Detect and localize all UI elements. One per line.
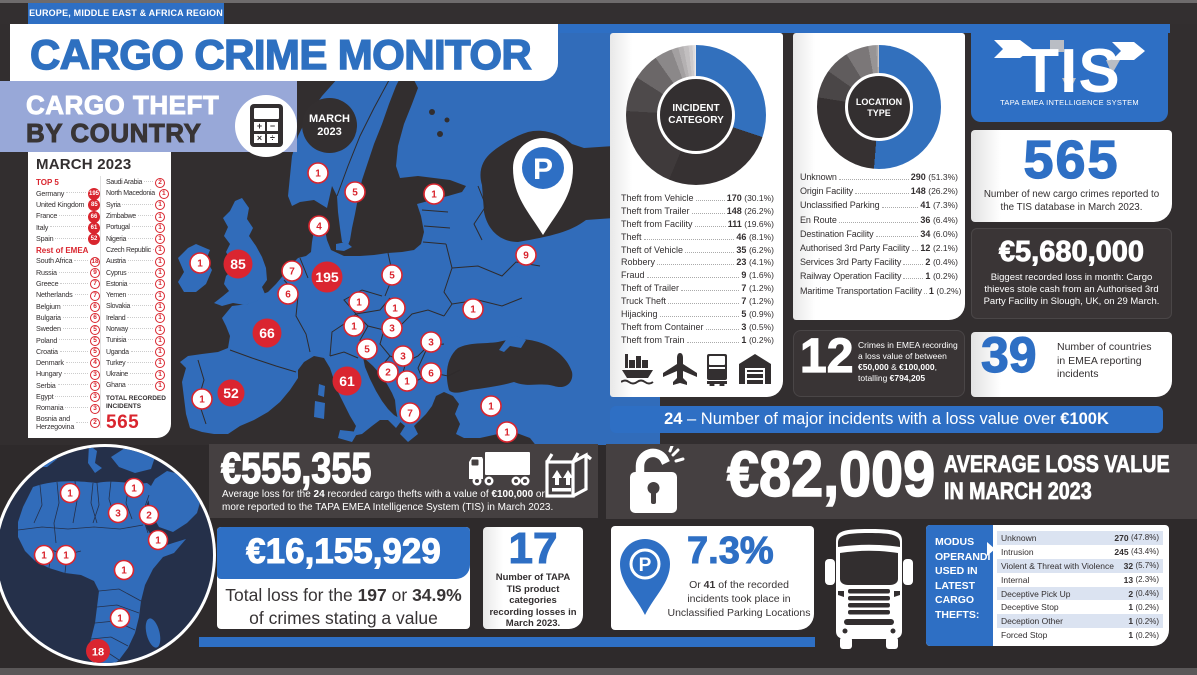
svg-text:6: 6 bbox=[428, 369, 434, 380]
svg-text:1: 1 bbox=[67, 489, 73, 500]
svg-text:1: 1 bbox=[155, 536, 161, 547]
svg-text:66: 66 bbox=[259, 325, 275, 341]
svg-text:2: 2 bbox=[146, 511, 152, 522]
svg-text:1: 1 bbox=[351, 322, 357, 333]
svg-text:4: 4 bbox=[316, 222, 322, 233]
svg-text:85: 85 bbox=[230, 256, 246, 272]
svg-text:52: 52 bbox=[223, 385, 239, 401]
svg-text:3: 3 bbox=[389, 324, 395, 335]
svg-text:TIS: TIS bbox=[1021, 37, 1120, 96]
svg-text:5: 5 bbox=[364, 345, 370, 356]
svg-text:P: P bbox=[639, 555, 652, 576]
svg-text:5: 5 bbox=[389, 271, 395, 282]
svg-text:3: 3 bbox=[115, 509, 121, 520]
svg-text:1: 1 bbox=[121, 566, 127, 577]
svg-text:3: 3 bbox=[428, 338, 434, 349]
svg-text:9: 9 bbox=[523, 251, 529, 262]
svg-text:1: 1 bbox=[504, 428, 510, 439]
svg-text:1: 1 bbox=[488, 402, 494, 413]
svg-text:61: 61 bbox=[339, 373, 355, 389]
svg-text:1: 1 bbox=[197, 259, 203, 270]
svg-text:1: 1 bbox=[131, 484, 137, 495]
svg-text:1: 1 bbox=[356, 298, 362, 309]
svg-text:1: 1 bbox=[199, 395, 205, 406]
svg-text:5: 5 bbox=[352, 188, 358, 199]
svg-text:1: 1 bbox=[41, 551, 47, 562]
svg-text:1: 1 bbox=[117, 614, 123, 625]
svg-text:1: 1 bbox=[315, 169, 321, 180]
svg-text:195: 195 bbox=[315, 269, 339, 285]
svg-text:1: 1 bbox=[392, 304, 398, 315]
svg-text:1: 1 bbox=[470, 305, 476, 316]
svg-text:P: P bbox=[533, 153, 553, 186]
svg-text:1: 1 bbox=[404, 377, 410, 388]
svg-text:6: 6 bbox=[285, 290, 291, 301]
svg-text:7: 7 bbox=[407, 409, 413, 420]
svg-text:18: 18 bbox=[92, 647, 104, 659]
svg-text:1: 1 bbox=[431, 190, 437, 201]
svg-text:1: 1 bbox=[63, 551, 69, 562]
svg-text:2: 2 bbox=[385, 368, 391, 379]
svg-text:7: 7 bbox=[289, 267, 295, 278]
svg-text:3: 3 bbox=[400, 352, 406, 363]
